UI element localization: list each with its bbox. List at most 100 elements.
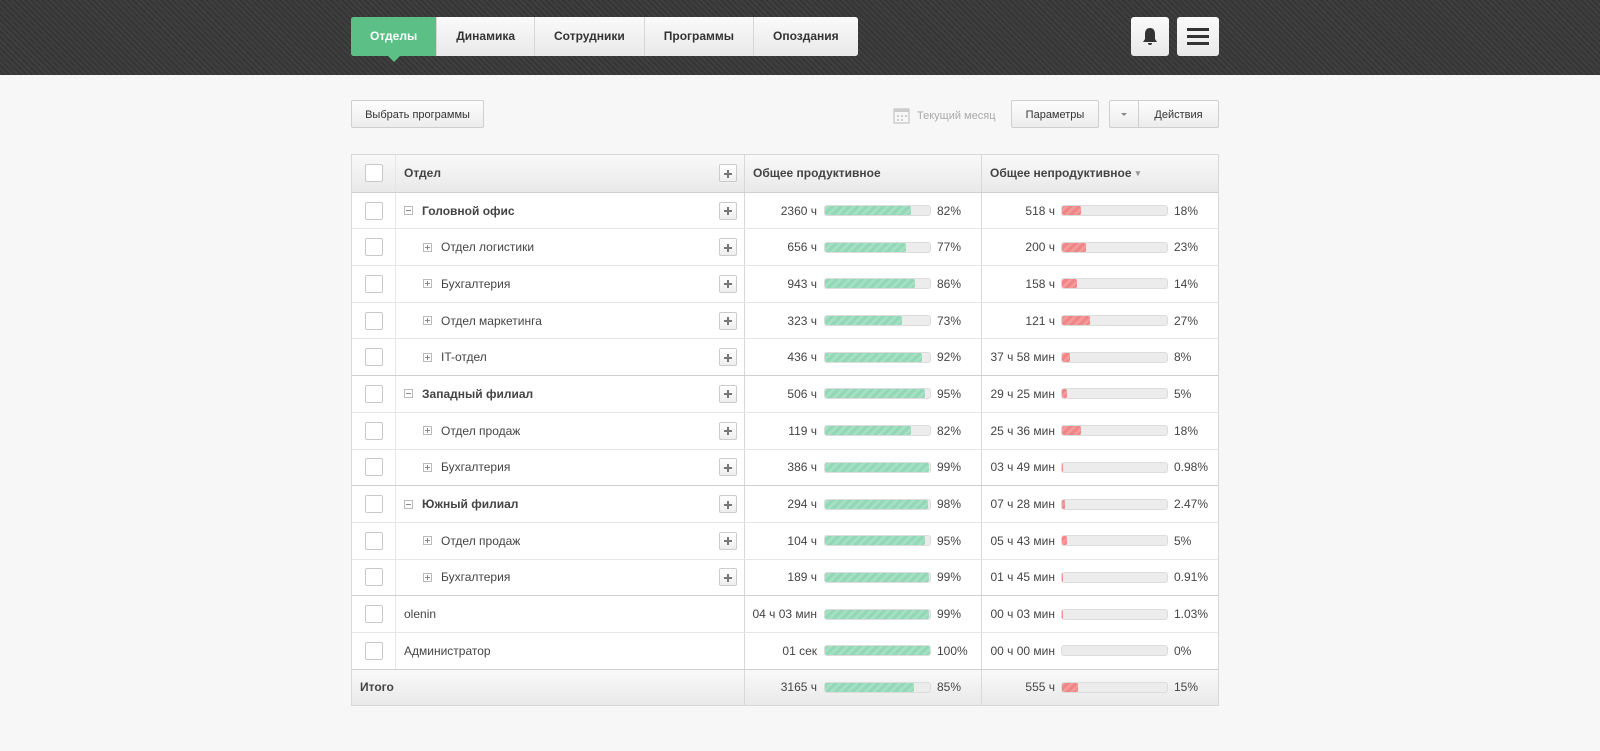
column-header: Отдел	[404, 166, 441, 181]
cell: IT-отдел	[396, 339, 745, 376]
table-row: Западный филиал 506 ч 95% 29 ч 25 мин 5%	[352, 375, 1218, 412]
collapse-toggle[interactable]	[404, 499, 413, 509]
actions-dropdown[interactable]	[1109, 100, 1139, 128]
time-value: 158 ч	[1025, 276, 1055, 291]
add-button[interactable]	[719, 568, 737, 587]
cell: Бухгалтерия	[396, 266, 745, 302]
expand-toggle[interactable]	[423, 316, 432, 326]
cell: 323 ч 73%	[745, 302, 982, 339]
period-picker[interactable]: Текущий месяц	[893, 107, 996, 124]
nav-tab[interactable]: Программы	[644, 17, 755, 56]
menu-button[interactable]	[1177, 17, 1219, 56]
progress-track	[824, 461, 931, 473]
add-button[interactable]	[719, 201, 737, 220]
department-name: IT-отдел	[441, 350, 487, 365]
notifications-button[interactable]	[1131, 17, 1169, 56]
progress-track	[824, 388, 931, 400]
percent-value: 1.03%	[1174, 607, 1209, 622]
collapse-toggle[interactable]	[404, 206, 413, 216]
checkbox[interactable]	[364, 495, 383, 514]
cell	[352, 449, 396, 486]
percent-value: 23%	[1174, 240, 1199, 255]
progress-track	[824, 645, 931, 657]
add-button[interactable]	[719, 384, 737, 403]
cell: 00 ч 00 мин 0%	[982, 633, 1219, 669]
cell: 05 ч 43 мин 5%	[982, 523, 1219, 559]
actions-button[interactable]: Действия	[1138, 100, 1219, 128]
cell: 01 сек 100%	[745, 632, 982, 669]
column-header: Общее продуктивное	[753, 166, 881, 181]
cell: 189 ч 99%	[745, 559, 982, 596]
calendar-icon	[893, 108, 910, 124]
cell: 07 ч 28 мин 2.47%	[982, 486, 1219, 522]
cell: Общее продуктивное	[745, 155, 982, 192]
expand-toggle[interactable]	[423, 352, 432, 362]
checkbox[interactable]	[364, 311, 383, 330]
progress-bar	[1062, 609, 1064, 619]
add-button[interactable]	[719, 238, 737, 257]
nav-tab[interactable]: Отделы	[351, 17, 438, 62]
progress-bar	[825, 242, 906, 252]
checkbox[interactable]	[364, 274, 383, 293]
add-button[interactable]	[719, 311, 737, 330]
progress-bar	[1062, 536, 1068, 546]
time-value: 119 ч	[788, 423, 817, 438]
percent-value: 99%	[937, 570, 962, 585]
percent-value: 99%	[937, 607, 962, 622]
checkbox[interactable]	[364, 201, 383, 220]
progress-track	[824, 681, 931, 693]
column-header[interactable]: Общее непродуктивное	[990, 166, 1132, 181]
progress-track	[824, 241, 931, 253]
table-row: Отдел продаж 119 ч 82% 25 ч 36 мин 18%	[352, 411, 1218, 449]
add-button[interactable]	[719, 274, 737, 293]
departments-table: Отдел Общее продуктивное Общее непродуктив…	[351, 154, 1219, 707]
time-value: 3165 ч	[780, 680, 817, 695]
checkbox[interactable]	[364, 164, 383, 183]
department-name: Бухгалтерия	[441, 460, 511, 475]
cell: 29 ч 25 мин 5%	[982, 376, 1219, 412]
progress-track	[1061, 425, 1168, 437]
checkbox[interactable]	[364, 348, 383, 367]
checkbox[interactable]	[364, 605, 383, 624]
progress-track	[824, 535, 931, 547]
checkbox[interactable]	[364, 421, 383, 440]
expand-toggle[interactable]	[423, 536, 432, 546]
add-button[interactable]	[719, 421, 737, 440]
collapse-toggle[interactable]	[404, 389, 413, 399]
table-row: Головной офис 2360 ч 82% 518 ч 18%	[352, 191, 1218, 229]
checkbox[interactable]	[364, 641, 383, 660]
cell: 01 ч 45 мин 0.91%	[982, 560, 1219, 596]
progress-track	[824, 351, 931, 363]
add-button[interactable]	[719, 348, 737, 367]
nav-tab[interactable]: Сотрудники	[535, 17, 645, 56]
time-value: 03 ч 49 мин	[990, 460, 1055, 475]
time-value: 37 ч 58 мин	[990, 350, 1055, 365]
checkbox[interactable]	[364, 384, 383, 403]
expand-toggle[interactable]	[423, 572, 432, 582]
checkbox[interactable]	[364, 568, 383, 587]
expand-toggle[interactable]	[423, 279, 432, 289]
expand-toggle[interactable]	[423, 462, 432, 472]
add-button[interactable]	[719, 458, 737, 477]
percent-value: 2.47%	[1174, 497, 1209, 512]
add-button[interactable]	[719, 164, 737, 183]
checkbox[interactable]	[364, 531, 383, 550]
checkbox[interactable]	[364, 238, 383, 257]
expand-toggle[interactable]	[423, 242, 432, 252]
progress-bar	[825, 316, 902, 326]
expand-toggle[interactable]	[423, 426, 432, 436]
params-button[interactable]: Параметры	[1011, 100, 1099, 128]
department-name: Администратор	[404, 643, 491, 658]
add-button[interactable]	[719, 531, 737, 550]
nav-tab[interactable]: Опоздания	[754, 17, 858, 56]
checkbox[interactable]	[364, 458, 383, 477]
table-row: Бухгалтерия 189 ч 99% 01 ч 45 мин 0.91%	[352, 558, 1219, 596]
department-name: Западный филиал	[422, 386, 534, 401]
select-programs-button[interactable]: Выбрать программы	[351, 100, 484, 128]
progress-track	[824, 571, 931, 583]
department-name: Отдел продаж	[441, 423, 521, 438]
nav-tab[interactable]: Динамика	[437, 17, 535, 56]
add-button[interactable]	[719, 495, 737, 514]
cell	[352, 376, 396, 412]
